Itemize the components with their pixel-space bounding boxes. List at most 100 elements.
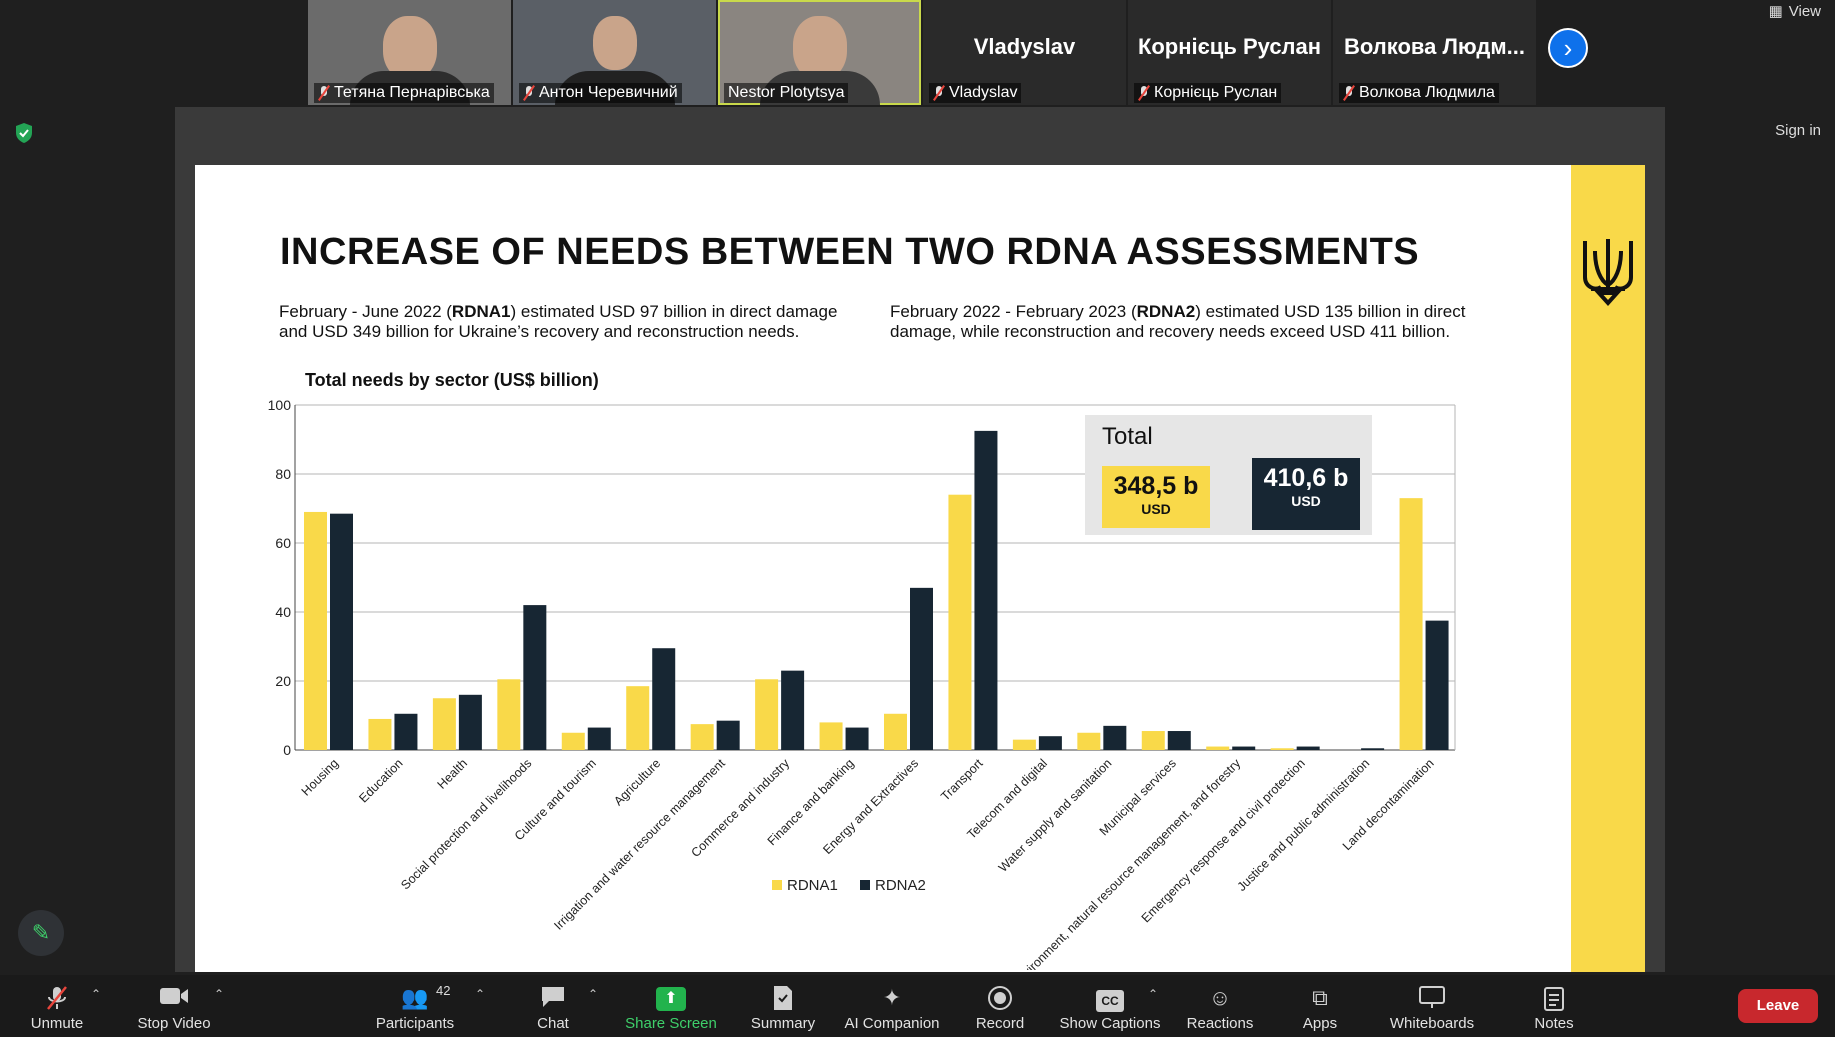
- x-tick-label: Agriculture: [611, 756, 663, 808]
- y-tick-label: 100: [268, 397, 292, 413]
- chart-title: Total needs by sector (US$ billion): [305, 370, 599, 390]
- bar-rdna2: [1038, 736, 1062, 750]
- record-icon: [975, 985, 1025, 1011]
- chat-button[interactable]: Chat: [532, 985, 574, 1032]
- video-options-caret[interactable]: ⌃: [214, 987, 225, 1001]
- bar-rdna2: [652, 648, 676, 750]
- participants-options-caret[interactable]: ⌃: [475, 987, 486, 1001]
- legend-label-rdna2: RDNA2: [875, 877, 926, 894]
- rdna1-text-pre: February - June 2022 (: [279, 302, 452, 321]
- x-tick-label: Transport: [938, 756, 986, 804]
- bar-rdna2: [974, 430, 998, 750]
- total-label: Total: [1102, 423, 1153, 450]
- slide-title: INCREASE OF NEEDS BETWEEN TWO RDNA ASSES…: [280, 231, 1420, 273]
- bar-rdna1: [1141, 731, 1165, 750]
- participants-button[interactable]: 👥 Participants: [373, 985, 457, 1032]
- participant-display-name: Корнієць Руслан: [1137, 34, 1322, 59]
- rdna2-total-amount: 410,6 b: [1263, 464, 1349, 492]
- security-shield-icon[interactable]: [14, 122, 34, 144]
- notes-button[interactable]: Notes: [1530, 985, 1578, 1032]
- chat-options-caret[interactable]: ⌃: [588, 987, 599, 1001]
- participant-display-name: Волкова Людм...: [1343, 34, 1525, 59]
- legend-swatch-rdna2: [860, 880, 870, 890]
- whiteboards-label: Whiteboards: [1389, 1015, 1475, 1032]
- participant-video: [792, 16, 847, 80]
- reactions-label: Reactions: [1186, 1015, 1254, 1032]
- whiteboards-button[interactable]: Whiteboards: [1385, 985, 1479, 1032]
- record-button[interactable]: Record: [975, 985, 1025, 1032]
- bar-rdna2: [1361, 748, 1385, 750]
- total-box: Total 348,5 b USD 410,6 b USD: [1085, 415, 1372, 535]
- participant-name: Тетяна Пернарівська: [334, 84, 490, 101]
- participant-name-tag: Антон Черевичний: [519, 83, 682, 103]
- pencil-icon: ✎: [31, 920, 51, 945]
- next-page-button[interactable]: ›: [1548, 28, 1588, 68]
- participant-video: [382, 16, 437, 80]
- bar-rdna1: [819, 722, 843, 750]
- apps-label: Apps: [1302, 1015, 1338, 1032]
- bar-rdna2: [910, 587, 933, 750]
- video-camera-icon: [135, 985, 213, 1011]
- sparkle-icon: ✦: [882, 985, 902, 1010]
- sign-in-link[interactable]: Sign in: [1775, 122, 1821, 139]
- rdna1-text-bold: RDNA1: [451, 302, 511, 321]
- summary-document-icon: [747, 985, 819, 1011]
- share-screen-button[interactable]: ⬆ Share Screen: [624, 987, 718, 1032]
- x-tick-label: Justice and public administration: [1235, 756, 1373, 894]
- participant-tile[interactable]: Vladyslav Vladyslav: [923, 0, 1126, 105]
- summary-button[interactable]: Summary: [747, 985, 819, 1032]
- muted-mic-icon: [318, 85, 330, 101]
- muted-mic-icon: [523, 85, 535, 101]
- view-button[interactable]: ▦ View: [1769, 2, 1821, 21]
- rdna2-text-pre: February 2022 - February 2023 (: [890, 302, 1137, 321]
- audio-options-caret[interactable]: ⌃: [91, 987, 102, 1001]
- participants-label: Participants: [375, 1015, 455, 1032]
- participant-tile-active-speaker[interactable]: Nestor Plotytsya: [718, 0, 921, 105]
- participant-tile[interactable]: Антон Черевичний: [513, 0, 716, 105]
- bar-rdna1: [1077, 732, 1101, 750]
- bar-rdna1: [1206, 746, 1230, 750]
- participant-name-tag: Nestor Plotytsya: [724, 83, 849, 103]
- presentation-slide: INCREASE OF NEEDS BETWEEN TWO RDNA ASSES…: [195, 165, 1645, 972]
- participant-tile[interactable]: Корнієць Руслан Корнієць Руслан: [1128, 0, 1331, 105]
- apps-button[interactable]: ⧉ Apps: [1300, 985, 1340, 1032]
- rdna1-total-amount: 348,5 b: [1113, 472, 1199, 500]
- legend-label-rdna1: RDNA1: [787, 877, 838, 894]
- bar-rdna1: [755, 679, 779, 750]
- rdna2-text-bold: RDNA2: [1136, 302, 1196, 321]
- unmute-label: Unmute: [30, 1015, 84, 1032]
- bar-rdna2: [1232, 746, 1256, 750]
- bar-rdna1: [1012, 739, 1036, 750]
- stop-video-button[interactable]: Stop Video: [135, 985, 213, 1032]
- legend-swatch-rdna1: [772, 880, 782, 890]
- y-tick-label: 40: [275, 604, 291, 620]
- bar-rdna1: [432, 698, 456, 750]
- captions-options-caret[interactable]: ⌃: [1148, 987, 1159, 1001]
- ukraine-trident-icon: [1583, 239, 1633, 306]
- leave-button[interactable]: Leave: [1738, 989, 1818, 1023]
- show-captions-label: Show Captions: [1059, 1015, 1161, 1032]
- whiteboard-icon: [1385, 985, 1479, 1011]
- ai-companion-button[interactable]: ✦ AI Companion: [842, 985, 942, 1032]
- bar-rdna2: [845, 727, 869, 750]
- share-arrow-icon: ⬆: [656, 987, 686, 1011]
- annotate-pencil-button[interactable]: ✎: [18, 910, 64, 956]
- bar-rdna2: [1103, 725, 1127, 750]
- rdna2-total: 410,6 b USD: [1252, 458, 1360, 530]
- chat-label: Chat: [537, 1015, 569, 1032]
- participant-display-name: Vladyslav: [973, 34, 1076, 59]
- y-tick-label: 0: [283, 742, 291, 758]
- x-tick-label: Health: [435, 756, 470, 791]
- participant-tile[interactable]: Тетяна Пернарівська: [308, 0, 511, 105]
- unmute-button[interactable]: Unmute: [28, 985, 86, 1032]
- participant-name: Антон Черевичний: [539, 84, 678, 101]
- bar-rdna2: [1425, 620, 1449, 750]
- participant-tile[interactable]: Волкова Людм... Волкова Людмила: [1333, 0, 1536, 105]
- reactions-button[interactable]: ☺ Reactions: [1185, 985, 1255, 1032]
- show-captions-button[interactable]: CC Show Captions: [1059, 985, 1161, 1032]
- participant-strip: Тетяна Пернарівська Антон Черевичний Nes…: [308, 0, 1538, 106]
- bar-rdna2: [458, 694, 482, 750]
- bar-chart: 0 20 40 60 80 100 Housing Education HealthSocial…: [268, 397, 1456, 970]
- x-tick-label: Education: [356, 756, 405, 805]
- closed-captions-icon: CC: [1059, 985, 1161, 1012]
